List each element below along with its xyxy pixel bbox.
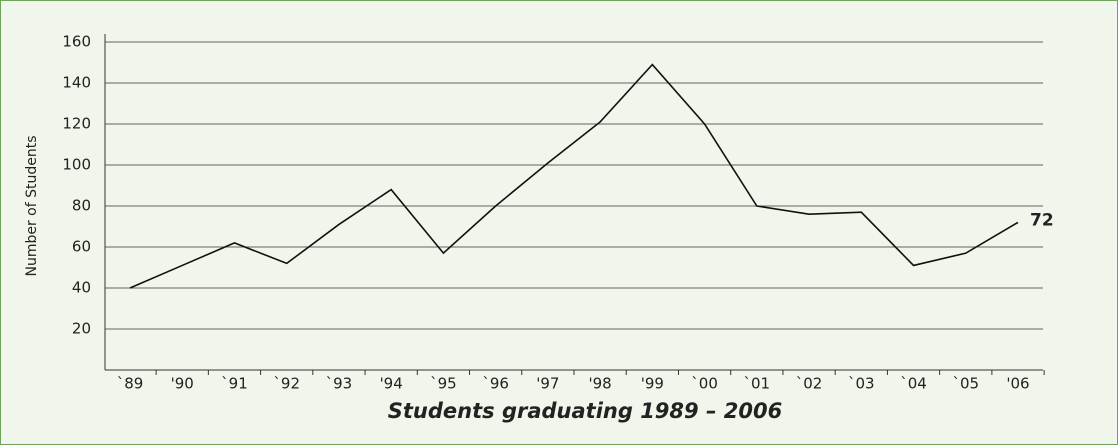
x-tick-label: '90 (171, 375, 194, 393)
x-tick-label: `00 (691, 375, 718, 393)
y-tick-label: 160 (62, 33, 91, 51)
y-tick-label: 140 (62, 74, 91, 92)
x-tick-label: `05 (952, 375, 979, 393)
chart-title: Students graduating 1989 – 2006 (388, 399, 782, 423)
y-axis-label: Number of Students (24, 135, 40, 276)
x-tick-label: `02 (796, 375, 823, 393)
x-tick-label: `96 (482, 375, 509, 393)
x-tick-label: '98 (589, 375, 612, 393)
y-tick-label: 100 (62, 156, 91, 174)
y-tick-label: 60 (72, 238, 91, 256)
y-tick-label: 120 (62, 115, 91, 133)
x-tick-label: `04 (900, 375, 927, 393)
x-tick-label: `93 (326, 375, 353, 393)
y-tick-label: 20 (72, 320, 91, 338)
x-tick-label: `89 (117, 375, 144, 393)
x-tick-label: '06 (1006, 375, 1029, 393)
x-tick-label: `95 (430, 375, 457, 393)
x-tick-label: '99 (641, 375, 664, 393)
x-tick-label: `01 (744, 375, 771, 393)
x-tick-label: `92 (273, 375, 300, 393)
x-tick-label: `03 (848, 375, 875, 393)
line-series (129, 63, 1019, 289)
x-tick-label: '97 (536, 375, 559, 393)
data-label: 72 (1030, 210, 1054, 230)
x-tick-label: '94 (380, 375, 403, 393)
y-tick-label: 40 (72, 279, 91, 297)
x-tick-label: `91 (221, 375, 248, 393)
y-tick-label: 80 (72, 197, 91, 215)
